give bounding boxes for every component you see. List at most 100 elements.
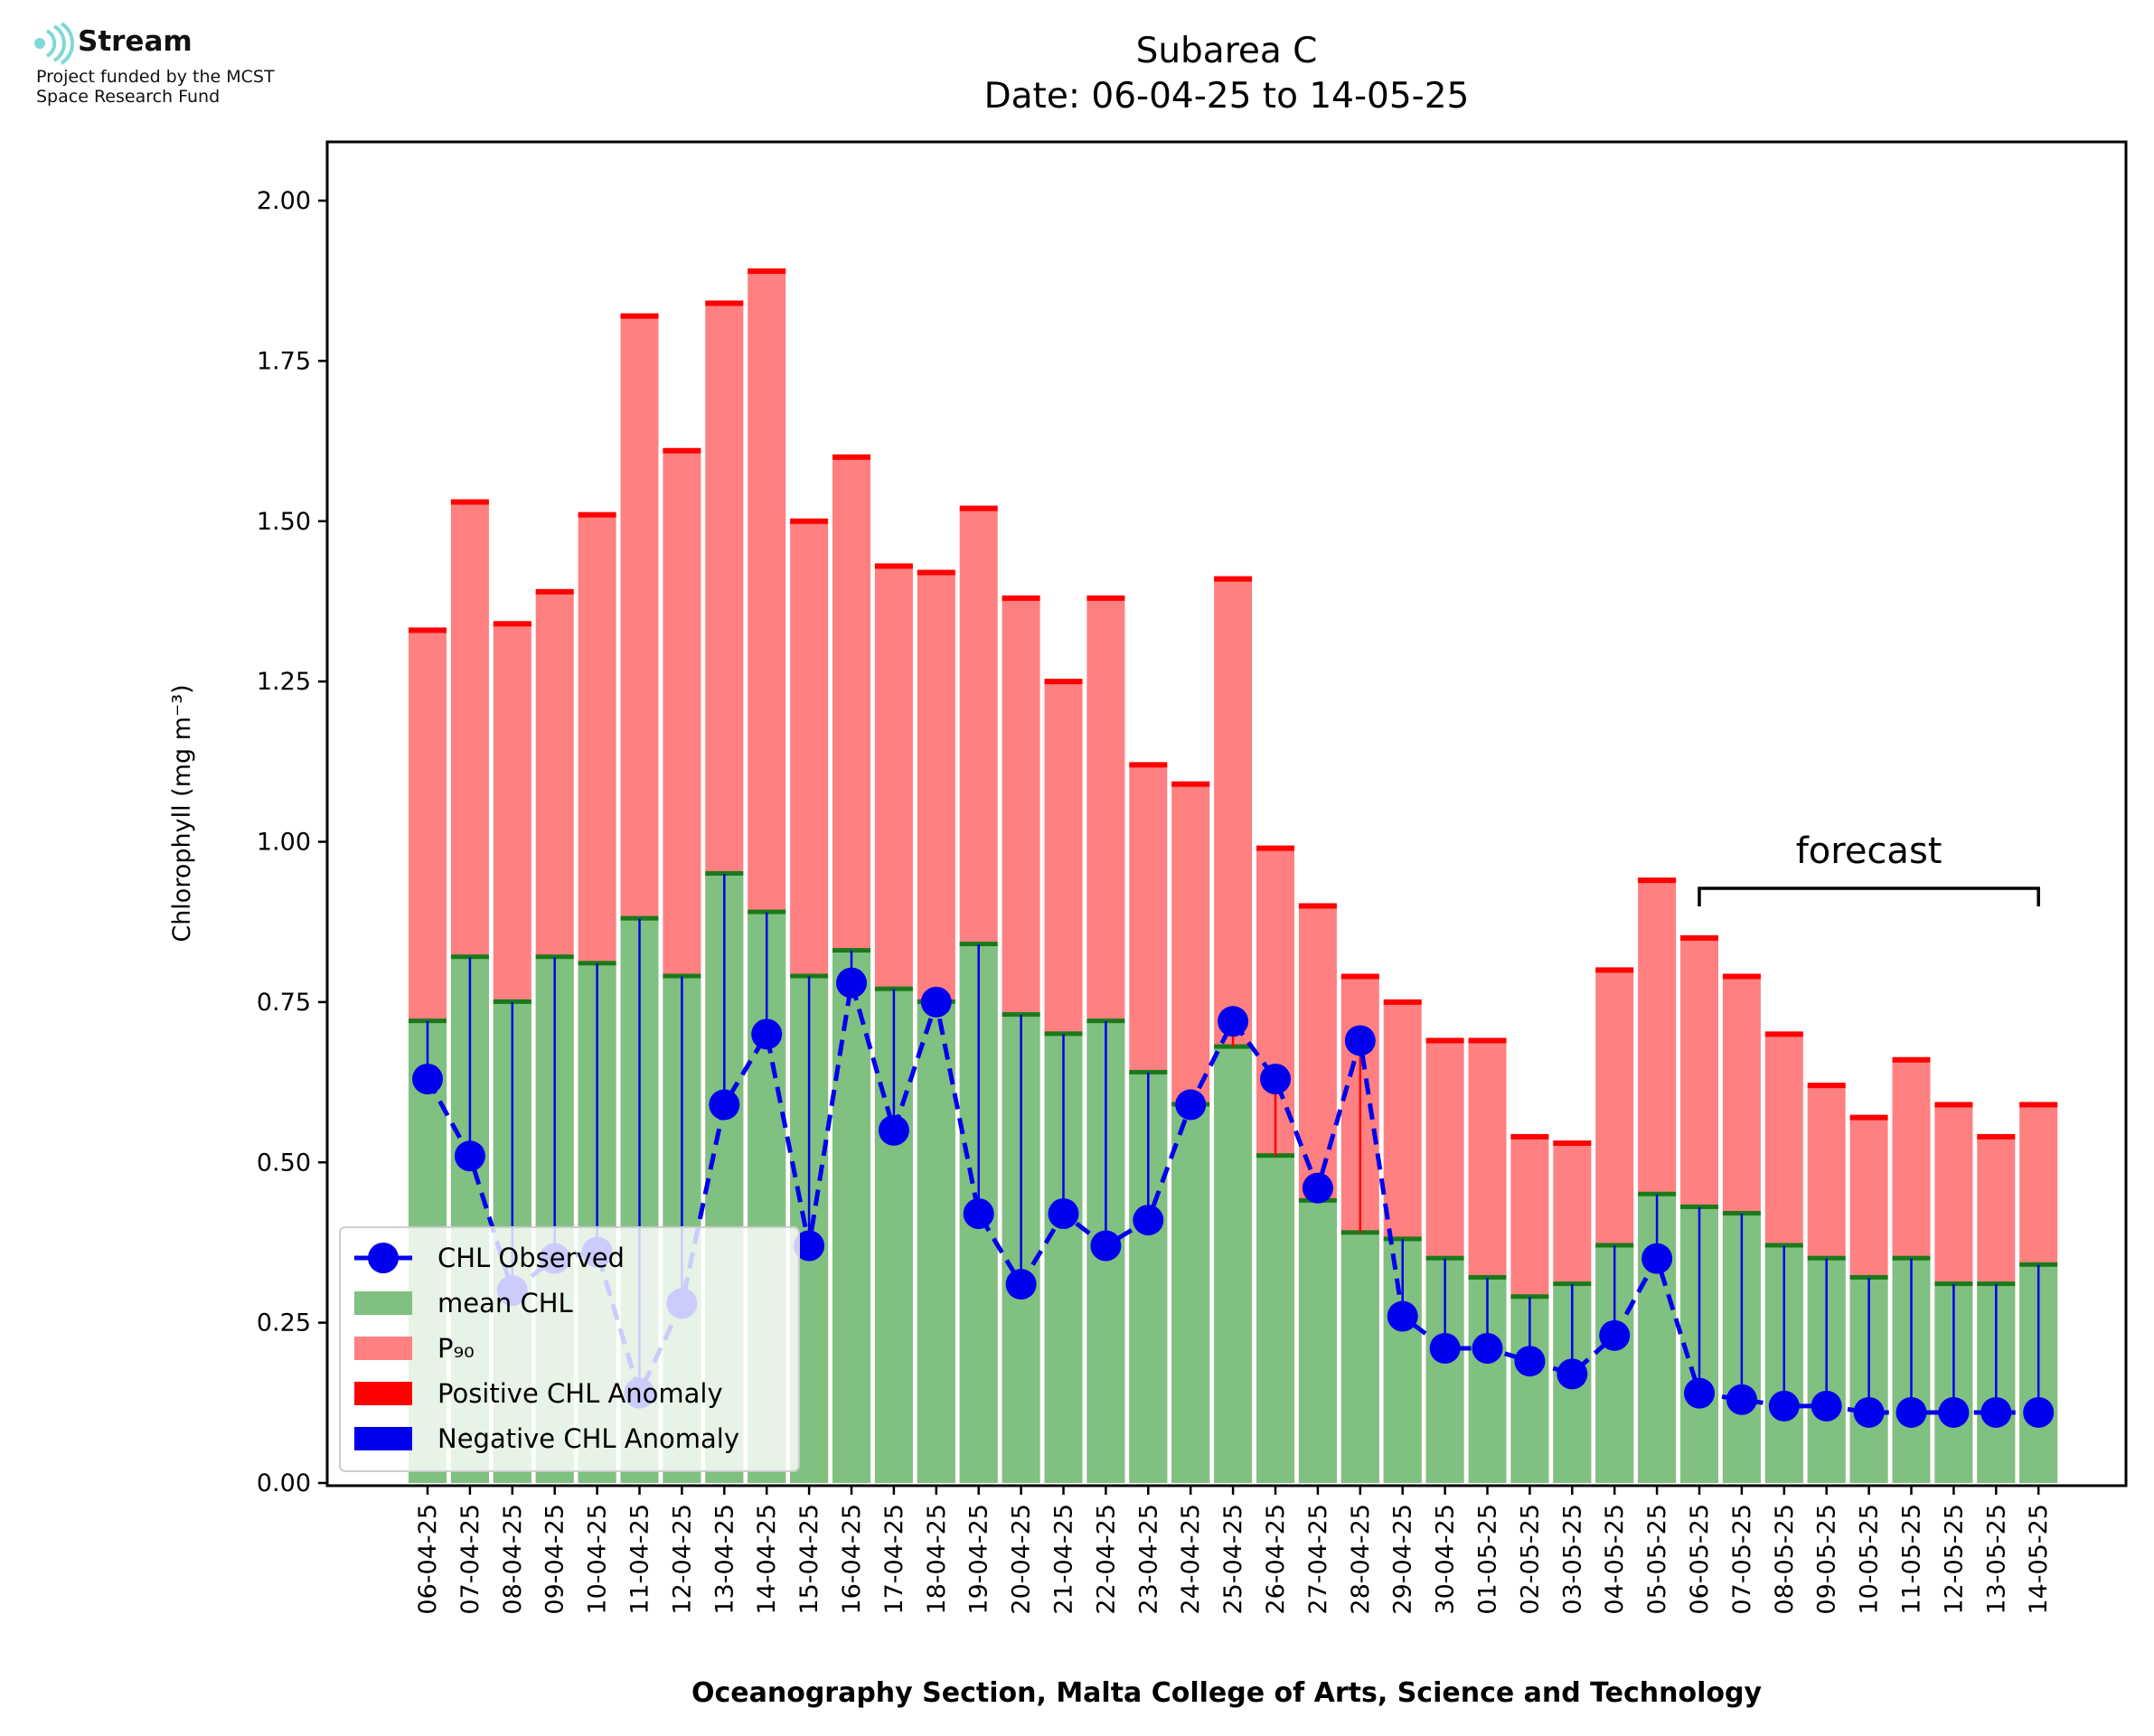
mean-cap <box>1086 1018 1125 1024</box>
x-tick-label: 05-05-25 <box>1643 1504 1671 1615</box>
mean-cap <box>663 973 701 979</box>
p90-cap <box>1214 576 1253 582</box>
x-tick-label: 19-04-25 <box>965 1504 993 1615</box>
x-tick-label: 17-04-25 <box>880 1504 908 1615</box>
x-tick-label: 25-04-25 <box>1219 1504 1247 1615</box>
p90-cap <box>1468 1037 1507 1044</box>
p90-cap <box>917 569 955 576</box>
p90-cap <box>2019 1102 2058 1108</box>
p90-cap <box>874 563 913 569</box>
x-tick-label: 16-04-25 <box>838 1504 866 1615</box>
p90-cap <box>1340 973 1379 980</box>
p90-cap <box>1595 967 1634 973</box>
logo-title: Stream <box>78 25 193 58</box>
x-tick-label: 12-05-25 <box>1940 1504 1968 1615</box>
chl-observed-point <box>1514 1346 1546 1377</box>
logo-subtitle-line1: Project funded by the MCST <box>36 67 275 87</box>
mean-chl-bar <box>1340 1233 1379 1483</box>
legend: CHL Observed mean CHL P₉₀ Positive CHL Anom… <box>339 1226 800 1472</box>
mean-cap <box>1764 1243 1803 1248</box>
chl-observed-point <box>1895 1396 1927 1428</box>
p90-cap <box>1129 762 1168 768</box>
mean-chl-bar <box>1214 1046 1253 1483</box>
mean-chl-bar <box>1171 1104 1210 1483</box>
x-tick-label: 29-04-25 <box>1389 1504 1417 1615</box>
chl-observed-point <box>1429 1333 1461 1365</box>
mean-cap <box>578 961 616 966</box>
p90-cap <box>450 499 489 505</box>
chl-observed-point <box>751 1018 783 1050</box>
mean-chl-bar <box>1256 1156 1294 1483</box>
logo-subtitle: Project funded by the MCST Space Researc… <box>36 67 275 107</box>
mean-cap <box>959 942 998 947</box>
p90-cap <box>1383 999 1422 1005</box>
chl-observed-point <box>2023 1396 2055 1428</box>
p90-cap <box>663 447 701 454</box>
mean-cap <box>1468 1274 1507 1280</box>
p90-cap <box>1298 903 1337 909</box>
forecast-label: forecast <box>1796 830 1942 872</box>
chl-observed-point <box>1726 1384 1757 1415</box>
chl-observed-point <box>1641 1243 1673 1274</box>
mean-cap <box>450 954 489 960</box>
x-tick-label: 08-05-25 <box>1771 1504 1799 1615</box>
x-tick-label: 08-04-25 <box>499 1504 527 1615</box>
chl-observed-point <box>1175 1089 1207 1121</box>
mean-cap <box>705 870 744 876</box>
y-tick-label: 0.25 <box>257 1309 311 1337</box>
x-tick-label: 02-05-25 <box>1516 1504 1544 1615</box>
logo-subtitle-line2: Space Research Fund <box>36 87 221 107</box>
mean-chl-bar <box>917 1001 955 1483</box>
x-tick-label: 30-04-25 <box>1432 1504 1460 1615</box>
legend-label: Negative CHL Anomaly <box>437 1423 739 1454</box>
chl-observed-point <box>1811 1390 1842 1422</box>
chl-observed-point <box>1048 1198 1079 1230</box>
mean-cap <box>1638 1191 1677 1196</box>
p90-cap <box>1425 1037 1464 1044</box>
x-tick-label: 10-05-25 <box>1856 1504 1884 1615</box>
p90-cap <box>1892 1056 1931 1063</box>
x-tick-label: 06-05-25 <box>1686 1504 1714 1615</box>
y-tick-label: 1.75 <box>257 347 311 375</box>
x-tick-label: 26-04-25 <box>1262 1504 1290 1615</box>
stream-waves-icon <box>34 22 75 65</box>
x-tick-label: 24-04-25 <box>1177 1504 1205 1615</box>
mean-cap <box>493 999 531 1004</box>
x-tick-label: 18-04-25 <box>923 1504 951 1615</box>
mean-cap <box>1383 1236 1422 1242</box>
mean-cap <box>1892 1255 1931 1261</box>
plot-frame <box>325 140 2128 1487</box>
chl-observed-point <box>1133 1205 1164 1236</box>
legend-label: CHL Observed <box>437 1243 625 1273</box>
x-tick-label: 27-04-25 <box>1304 1504 1332 1615</box>
x-tick-label: 07-04-25 <box>456 1504 484 1615</box>
mean-cap <box>1129 1069 1168 1074</box>
y-tick-label: 0.00 <box>257 1469 311 1497</box>
mean-cap <box>1044 1031 1083 1037</box>
chl-observed-point <box>1853 1396 1885 1428</box>
mean-cap <box>1934 1281 1973 1287</box>
mean-cap <box>1977 1281 2016 1287</box>
p90-cap <box>1002 595 1040 601</box>
legend-patch-swatch <box>354 1427 412 1450</box>
p90-cap <box>493 621 531 627</box>
y-tick-label: 1.00 <box>257 829 311 857</box>
x-tick-label: 04-05-25 <box>1601 1504 1629 1615</box>
p90-cap <box>1680 934 1718 941</box>
x-tick-label: 10-04-25 <box>584 1504 612 1615</box>
chl-observed-point <box>963 1198 994 1230</box>
p90-cap <box>1722 973 1761 980</box>
p90-cap <box>1086 595 1125 601</box>
mean-cap <box>874 986 913 991</box>
p90-cap <box>1934 1102 1973 1108</box>
chl-observed-point <box>1684 1377 1715 1409</box>
mean-cap <box>409 1018 447 1024</box>
p90-cap <box>959 505 998 511</box>
p90-cap <box>1849 1114 1888 1121</box>
p90-cap <box>832 454 870 460</box>
x-tick-label: 13-05-25 <box>1982 1504 2010 1615</box>
chl-observed-point <box>878 1114 909 1146</box>
mean-cap <box>535 954 574 960</box>
y-tick-label: 0.75 <box>257 989 311 1017</box>
